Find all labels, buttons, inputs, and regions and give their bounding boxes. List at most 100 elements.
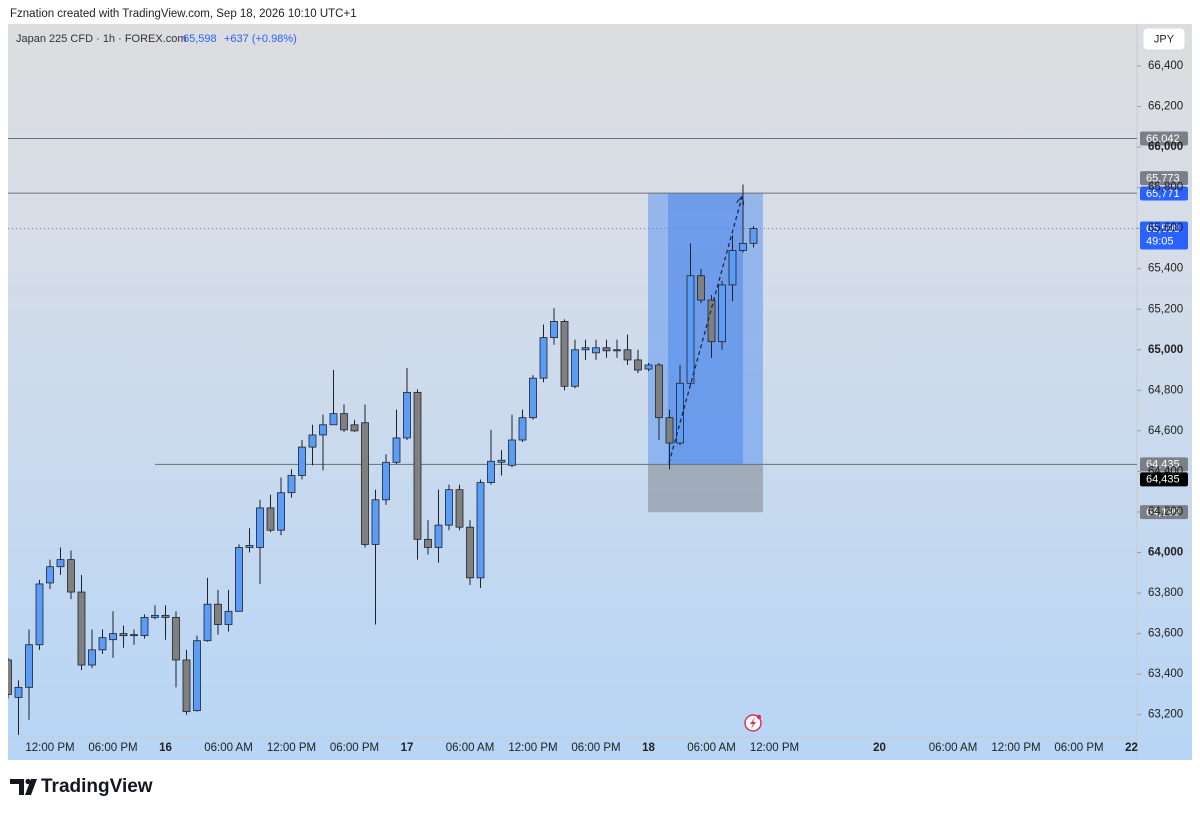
lightning-icon[interactable] xyxy=(744,714,762,732)
brand-logo xyxy=(10,778,37,795)
x-tick-label: 06:00 PM xyxy=(571,742,620,754)
candle-body xyxy=(550,321,558,339)
price-change: +637 (+0.98%) xyxy=(224,33,297,45)
candle-body xyxy=(151,614,159,618)
candle-body xyxy=(8,659,12,695)
candle-body xyxy=(476,482,485,579)
candle-body xyxy=(245,545,254,548)
price-label-box xyxy=(1140,131,1188,146)
candle-body xyxy=(697,275,705,301)
candle-body xyxy=(224,610,233,625)
y-tick-label: 66,400 xyxy=(1148,60,1183,72)
candle-body xyxy=(613,349,621,352)
x-tick-label: 12:00 PM xyxy=(25,742,74,754)
logo-slash xyxy=(25,779,37,795)
x-tick-label: 12:00 PM xyxy=(750,742,799,754)
currency-label[interactable]: JPY xyxy=(1154,33,1175,45)
candle-body xyxy=(46,566,54,584)
y-tick-label: 65,200 xyxy=(1148,303,1183,315)
y-tick-label: 63,600 xyxy=(1148,628,1183,640)
candle-body xyxy=(98,637,107,651)
price-label: 65,598 xyxy=(1146,223,1180,235)
candle-body xyxy=(371,499,380,545)
candle-body xyxy=(560,321,569,387)
candle-body xyxy=(392,437,401,463)
candle-body xyxy=(172,616,180,661)
y-tick-label: 65,600 xyxy=(1148,222,1183,234)
x-tick-label: 06:00 PM xyxy=(88,742,137,754)
candle-body xyxy=(592,347,600,354)
candle-body xyxy=(413,391,422,540)
x-tick-label: 12:00 PM xyxy=(508,742,557,754)
candle-body xyxy=(35,583,44,646)
candle-body xyxy=(266,507,275,531)
price-label-box xyxy=(1140,505,1188,520)
candle-body xyxy=(350,424,359,432)
price-label-box xyxy=(1140,457,1188,472)
candle-body xyxy=(319,424,327,436)
x-tick-label: 12:00 PM xyxy=(991,742,1040,754)
candle-body xyxy=(655,364,663,419)
countdown: 49:05 xyxy=(1146,235,1174,247)
x-tick-label: 22 xyxy=(1125,742,1138,754)
y-tick-label: 63,200 xyxy=(1148,709,1183,721)
lightning-bolt[interactable] xyxy=(750,717,756,729)
candle-body xyxy=(487,460,495,483)
candle-body xyxy=(718,284,726,343)
candle-body xyxy=(634,359,642,371)
x-tick-label: 12:00 PM xyxy=(267,742,316,754)
candle-body xyxy=(665,417,674,444)
candle-body xyxy=(140,616,149,637)
currency-button[interactable] xyxy=(1142,27,1186,51)
candle-body xyxy=(623,349,632,361)
y-tick-label: 65,400 xyxy=(1148,263,1183,275)
candle-body xyxy=(214,603,222,625)
candle-body xyxy=(424,538,432,548)
y-tick-label: 65,800 xyxy=(1148,182,1183,194)
x-tick-label: 06:00 AM xyxy=(446,742,495,754)
candle-body xyxy=(361,422,369,545)
y-tick-label: 65,000 xyxy=(1148,344,1183,356)
attribution: Fznation created with TradingView.com, S… xyxy=(10,8,357,20)
x-tick-label: 06:00 AM xyxy=(204,742,253,754)
candle-body xyxy=(466,526,474,579)
candle-body xyxy=(109,633,117,641)
candle-body xyxy=(182,659,191,713)
y-tick-label: 63,400 xyxy=(1148,668,1183,680)
logo-dot xyxy=(25,778,31,785)
candle-body xyxy=(203,603,212,642)
y-tick-label: 66,200 xyxy=(1148,101,1183,113)
candle-body xyxy=(749,228,758,244)
candle-body xyxy=(25,644,33,688)
candle-body xyxy=(77,591,86,666)
candle-body xyxy=(277,492,285,531)
price-label: 64,435 xyxy=(1146,459,1180,471)
candle-body xyxy=(676,382,684,444)
lightning-dot[interactable] xyxy=(756,714,762,720)
last-price: 65,598 xyxy=(183,33,217,45)
y-tick-label: 64,200 xyxy=(1148,506,1183,518)
candle-body xyxy=(193,640,201,712)
price-label: 64,199 xyxy=(1146,507,1180,519)
price-label: 65,771 xyxy=(1146,188,1180,200)
price-label: 64,435 xyxy=(1146,474,1180,486)
x-tick-label: 06:00 AM xyxy=(687,742,736,754)
candle-body xyxy=(256,507,264,548)
candle-body xyxy=(518,417,527,441)
candle-body xyxy=(508,439,516,466)
candle-body xyxy=(298,446,306,476)
candle-body xyxy=(539,337,548,379)
y-tick-label: 64,800 xyxy=(1148,384,1183,396)
y-tick-label: 63,800 xyxy=(1148,587,1183,599)
price-label-box xyxy=(1140,171,1188,186)
candle-body xyxy=(403,391,411,439)
candle-body xyxy=(287,475,296,494)
x-tick-label: 06:00 PM xyxy=(1054,742,1103,754)
candle-body xyxy=(686,275,695,384)
candle-body xyxy=(308,434,317,448)
candle-body xyxy=(14,686,23,698)
x-tick-label: 16 xyxy=(159,742,172,754)
y-tick-label: 66,000 xyxy=(1148,141,1183,153)
y-tick-label: 64,600 xyxy=(1148,425,1183,437)
